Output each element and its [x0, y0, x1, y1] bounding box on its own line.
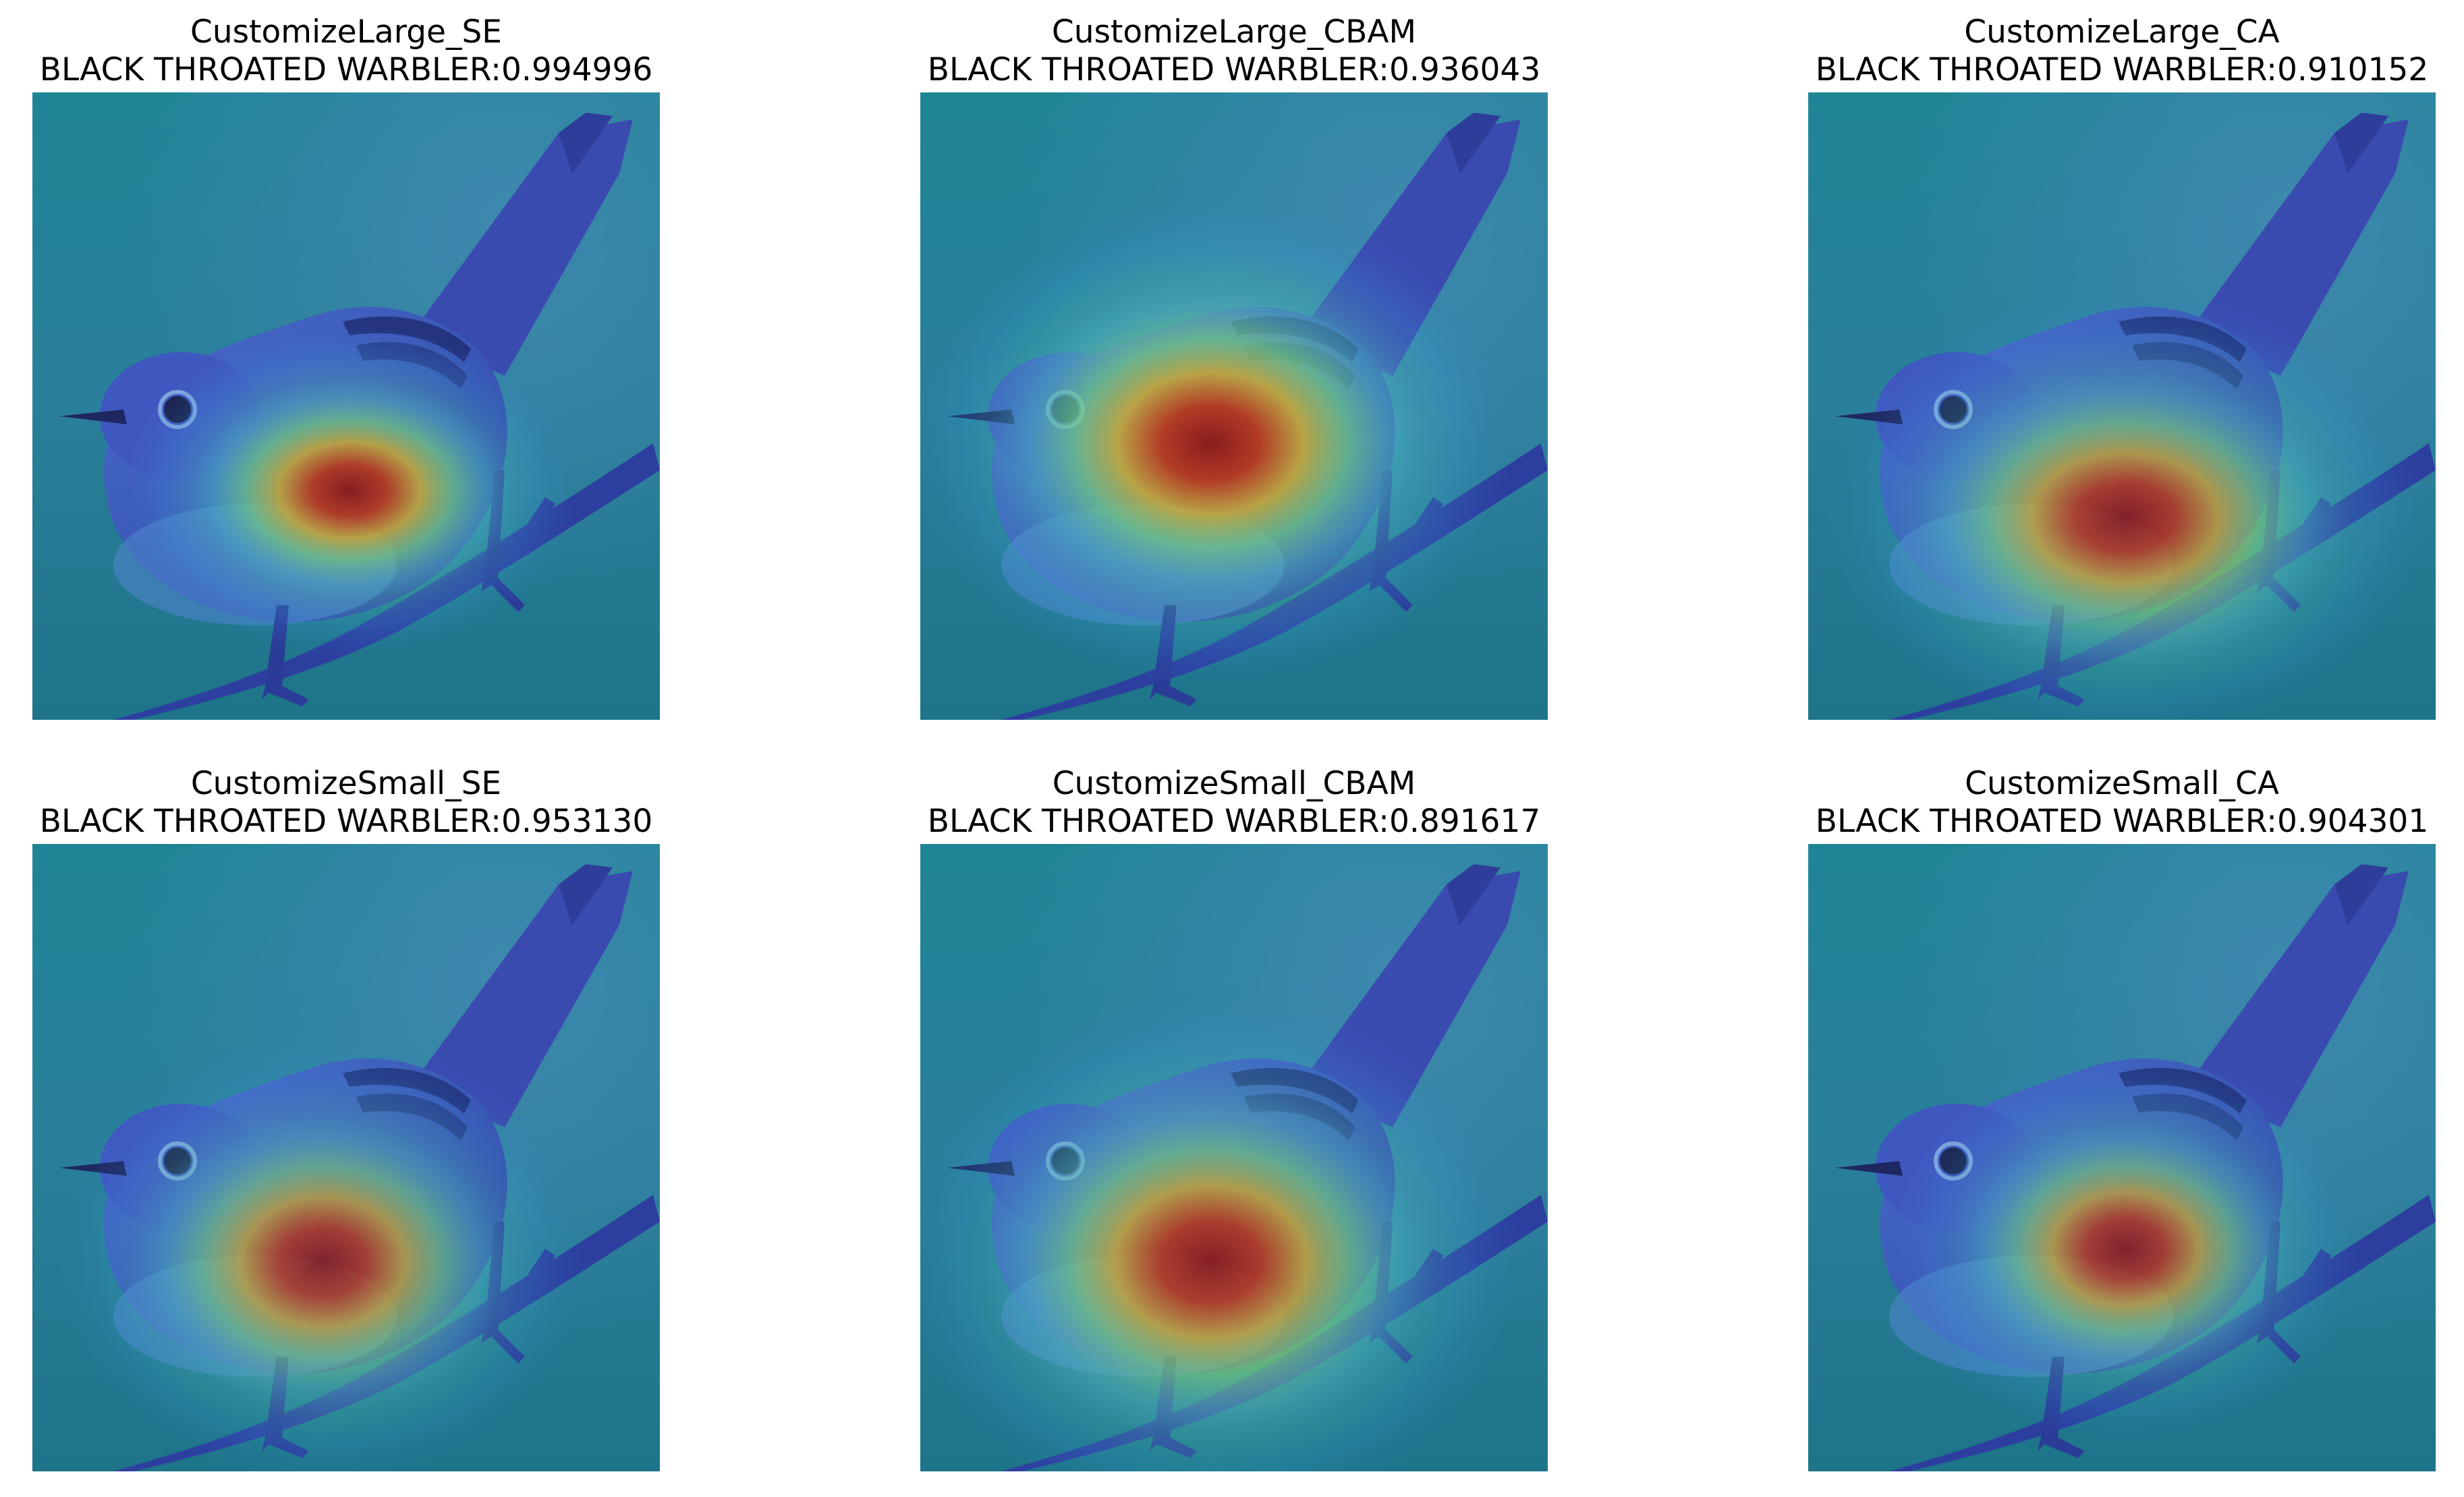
panel-title-model: CustomizeSmall_CBAM: [1052, 765, 1416, 802]
gradcam-heatmap-image: [920, 844, 1548, 1471]
panel-customize-large-cbam: CustomizeLarge_CBAM BLACK THROATED WARBL…: [920, 13, 1548, 720]
panel-title-prediction: BLACK THROATED WARBLER:0.953130: [39, 803, 653, 840]
gradcam-heatmap-image: [1808, 92, 2436, 720]
panel-title-model: CustomizeLarge_CA: [1964, 13, 2280, 51]
panel-title-model: CustomizeSmall_SE: [190, 765, 502, 802]
panel-title-model: CustomizeLarge_CBAM: [1051, 13, 1417, 51]
gradcam-heatmap-image: [32, 844, 660, 1471]
gradcam-heatmap-image: [32, 92, 660, 720]
panel-title-prediction: BLACK THROATED WARBLER:0.936043: [927, 51, 1541, 88]
panel-title-model: CustomizeLarge_SE: [190, 13, 502, 51]
panel-customize-small-se: CustomizeSmall_SE BLACK THROATED WARBLER…: [32, 765, 660, 1471]
panel-title-prediction: BLACK THROATED WARBLER:0.910152: [1815, 51, 2429, 88]
panel-title-model: CustomizeSmall_CA: [1965, 765, 2279, 802]
panel-customize-large-ca: CustomizeLarge_CA BLACK THROATED WARBLER…: [1808, 13, 2436, 720]
gradcam-heatmap-image: [1808, 844, 2436, 1471]
panel-title-prediction: BLACK THROATED WARBLER:0.904301: [1815, 803, 2429, 840]
panel-customize-small-ca: CustomizeSmall_CA BLACK THROATED WARBLER…: [1808, 765, 2436, 1471]
panel-customize-large-se: CustomizeLarge_SE BLACK THROATED WARBLER…: [32, 13, 660, 720]
panel-title-prediction: BLACK THROATED WARBLER:0.994996: [39, 51, 653, 88]
gradcam-heatmap-image: [920, 92, 1548, 720]
panel-title-prediction: BLACK THROATED WARBLER:0.891617: [927, 803, 1541, 840]
panel-customize-small-cbam: CustomizeSmall_CBAM BLACK THROATED WARBL…: [920, 765, 1548, 1471]
